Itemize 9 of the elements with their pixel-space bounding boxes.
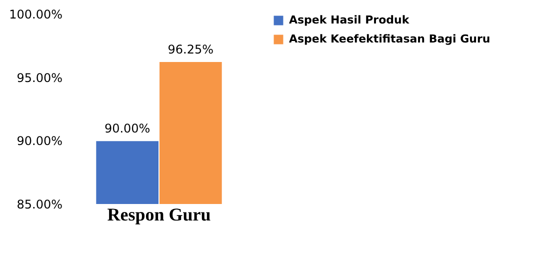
data-label: 96.25% [168,42,214,56]
y-tick-label: 90.00% [16,134,62,148]
data-label: 90.00% [104,122,150,136]
y-tick-label: 100.00% [9,8,62,22]
x-tick-label: Respon Guru [107,204,211,224]
legend-label: Aspek Hasil Produk [289,14,410,26]
y-tick-label: 85.00% [16,198,62,212]
legend-label: Aspek Keefektifitasan Bagi Guru [289,32,490,46]
y-tick-label: 95.00% [16,70,62,85]
